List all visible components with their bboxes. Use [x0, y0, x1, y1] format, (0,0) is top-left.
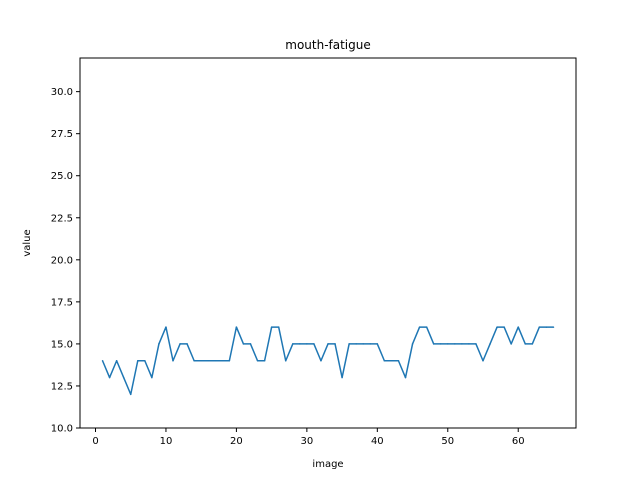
data-point [432, 343, 435, 345]
data-point [390, 359, 393, 362]
axes-frame [79, 57, 577, 429]
y-tick-label: 12.5 [51, 381, 73, 392]
data-point [397, 359, 400, 362]
data-point [411, 343, 414, 345]
data-point [531, 343, 534, 345]
data-point [404, 376, 407, 379]
data-point [341, 376, 343, 379]
data-point [193, 359, 195, 362]
data-point [306, 343, 308, 345]
data-point [425, 326, 428, 328]
data-point [461, 343, 463, 345]
data-point [482, 359, 484, 362]
data-point [313, 343, 315, 345]
plot-area [79, 57, 577, 429]
data-point [517, 326, 519, 328]
data-point [489, 343, 491, 345]
data-point [439, 343, 442, 345]
data-point [334, 343, 336, 345]
data-point [320, 359, 322, 362]
data-point [207, 359, 209, 362]
data-point [454, 343, 456, 345]
data-point [538, 326, 541, 328]
x-axis-label: image [312, 459, 343, 470]
y-tick-label: 15.0 [51, 339, 73, 350]
data-point [221, 359, 224, 362]
data-point [249, 343, 252, 345]
data-point [108, 376, 111, 379]
data-point [179, 343, 181, 345]
y-tick-label: 10.0 [51, 424, 73, 435]
data-point [292, 343, 294, 345]
data-point [299, 343, 301, 345]
data-point [270, 326, 273, 328]
x-tick-label: 0 [92, 436, 98, 447]
data-point [510, 343, 512, 345]
data-point [369, 343, 372, 345]
data-point [475, 343, 477, 345]
x-tick-label: 60 [512, 436, 525, 447]
data-point [327, 343, 329, 345]
data-point [137, 359, 139, 362]
chart-title: mouth-fatigue [285, 38, 371, 52]
data-point [496, 326, 498, 328]
x-tick-label: 40 [371, 436, 384, 447]
data-point [468, 343, 470, 345]
data-point [214, 359, 217, 362]
data-point [348, 343, 350, 345]
data-point [129, 393, 132, 396]
data-point [284, 359, 287, 362]
y-tick-label: 17.5 [51, 297, 73, 308]
data-point [122, 376, 125, 379]
data-point [242, 343, 245, 345]
data-point [228, 359, 231, 362]
data-point [186, 343, 188, 345]
x-tick-label: 30 [300, 436, 313, 447]
y-axis: 10.0 12.5 15.0 17.5 20.0 22.5 25.0 27.5 30.0 [51, 87, 80, 435]
data-point [355, 343, 357, 345]
x-tick-label: 10 [160, 436, 173, 447]
data-point [418, 326, 421, 328]
y-tick-label: 25.0 [51, 171, 73, 182]
data-point [151, 376, 153, 379]
y-axis-label: value [22, 229, 33, 256]
y-tick-label: 27.5 [51, 129, 73, 140]
data-point [503, 326, 505, 328]
data-point [172, 359, 174, 362]
data-point [158, 343, 160, 345]
data-point [235, 326, 238, 328]
y-tick-label: 30.0 [51, 87, 73, 98]
x-tick-label: 20 [230, 436, 243, 447]
x-tick-label: 50 [441, 436, 454, 447]
data-point [101, 359, 104, 362]
data-point [362, 343, 364, 345]
data-point [277, 326, 280, 328]
y-tick-label: 20.0 [51, 255, 73, 266]
data-point [383, 359, 386, 362]
data-point [256, 359, 259, 362]
y-tick-label: 22.5 [51, 213, 73, 224]
series-layer [101, 326, 555, 396]
data-point [552, 326, 555, 328]
data-point [165, 326, 167, 328]
data-point [447, 343, 449, 345]
data-point [376, 343, 379, 345]
data-point [263, 359, 266, 362]
data-point [524, 343, 527, 345]
data-point [200, 359, 202, 362]
data-point [115, 359, 118, 362]
x-axis: 0 10 20 30 40 50 60 [92, 428, 525, 447]
data-point [144, 359, 146, 362]
data-point [545, 326, 548, 328]
